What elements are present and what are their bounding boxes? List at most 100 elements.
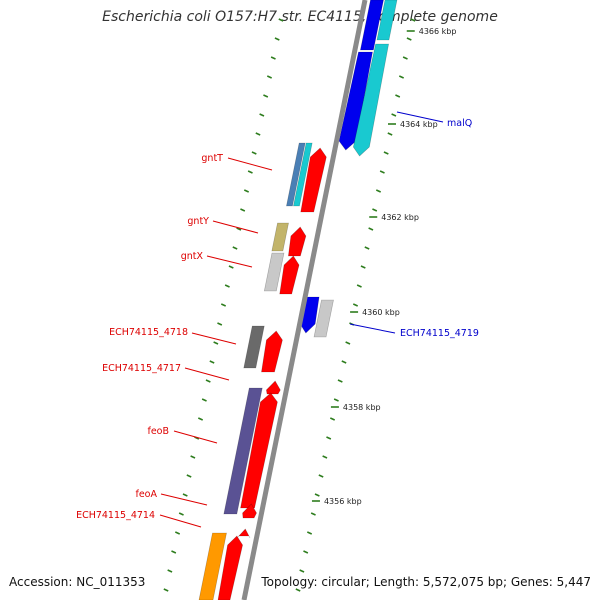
gene-label: gntX — [181, 251, 204, 262]
gene-label: malQ — [447, 118, 472, 129]
genome-backbone — [241, 0, 368, 600]
scale-tick — [209, 360, 215, 364]
gene-features — [198, 0, 398, 600]
scale-tick — [368, 227, 374, 231]
gene-label: ECH74115_4718 — [109, 327, 188, 338]
gene-label: feoB — [147, 426, 169, 437]
gene-feature-ech74115-4718-red — [261, 330, 283, 373]
scale-tick — [259, 113, 265, 117]
scale-tick — [251, 151, 257, 155]
label-leader-line — [206, 255, 253, 268]
scale-tick — [232, 246, 238, 250]
scale-tick — [303, 550, 309, 554]
label-leader-line — [184, 367, 230, 381]
scale-tick — [310, 512, 316, 516]
scale-tick — [322, 455, 328, 459]
kbp-label: 4362 kbp — [381, 213, 419, 222]
genome-stats-label: Topology: circular; Length: 5,572,075 bp… — [261, 575, 591, 589]
scale-tick — [299, 569, 305, 573]
gene-feature-orange — [198, 532, 227, 600]
gene-feature-gntx-red — [279, 255, 300, 295]
scale-tick — [228, 265, 234, 269]
scale-tick — [318, 474, 324, 478]
scale-tick — [205, 379, 211, 383]
scale-tick — [263, 94, 269, 98]
gene-feature-gntt-a — [286, 142, 306, 207]
gene-feature-feob-slate — [223, 387, 263, 515]
gene-feature-gntx — [263, 252, 285, 292]
scale-tick — [243, 189, 250, 193]
gene-label: ECH74115_4719 — [400, 328, 479, 339]
gene-feature-gntt-c — [300, 147, 327, 213]
gene-feature-red-bottom — [217, 535, 243, 600]
scale-tick — [213, 341, 219, 345]
scale-tick — [278, 18, 284, 22]
gene-feature-gray-reverse — [313, 299, 334, 338]
scale-tick — [410, 18, 416, 22]
gene-feature-cyan-top — [376, 0, 398, 41]
scale-tick — [182, 493, 188, 497]
gene-feature-blue-top — [360, 0, 384, 51]
inner-tick-marks — [163, 18, 284, 592]
gene-feature-cyan — [353, 43, 389, 157]
label-leader-line — [396, 111, 444, 123]
scale-tick — [364, 246, 370, 250]
label-leader-line — [349, 323, 396, 334]
scale-tick — [201, 398, 207, 402]
scale-tick — [345, 341, 351, 345]
gene-label: gntT — [201, 153, 223, 164]
gene-feature-gntt-b — [293, 142, 313, 207]
kbp-scale: 4356 kbp 4358 kbp 4360 kbp 4362 kbp 4364 kbp… — [311, 27, 457, 506]
gene-feature-ech74115-4718 — [243, 325, 265, 369]
scale-tick — [341, 360, 347, 364]
gene-label-leaders — [159, 111, 444, 528]
gene-feature-malq — [338, 51, 373, 151]
scale-tick — [247, 170, 253, 174]
kbp-label: 4364 kbp — [400, 120, 438, 129]
gene-label: ECH74115_4717 — [102, 363, 181, 374]
scale-tick — [337, 379, 343, 383]
scale-tick — [171, 550, 177, 554]
scale-tick — [217, 322, 223, 326]
scale-tick — [274, 37, 280, 41]
scale-tick — [329, 417, 336, 421]
scale-tick — [306, 531, 313, 535]
gene-feature-gnty — [271, 222, 289, 252]
gene-feature-ech74115-4717 — [266, 380, 281, 395]
scale-tick — [391, 113, 397, 117]
scale-tick — [255, 132, 261, 136]
scale-tick — [379, 170, 385, 174]
map-title: Escherichia coli O157:H7 str. EC4115, co… — [102, 9, 498, 25]
scale-tick — [402, 56, 408, 60]
scale-tick — [387, 132, 393, 136]
scale-tick — [398, 75, 405, 79]
scale-tick — [270, 56, 276, 60]
scale-tick — [383, 151, 389, 155]
gene-feature-ech74115-4714 — [236, 528, 251, 539]
kbp-label: 4358 kbp — [343, 403, 381, 412]
scale-tick — [352, 303, 359, 307]
label-leader-line — [173, 430, 218, 444]
scale-tick — [360, 265, 366, 269]
gene-feature-feoa — [242, 503, 257, 519]
scale-tick — [406, 37, 412, 41]
scale-tick — [333, 398, 339, 402]
accession-label: Accession: NC_011353 — [9, 575, 146, 589]
label-leader-line — [159, 514, 202, 528]
scale-tick — [314, 493, 320, 497]
gene-label: feoA — [135, 489, 157, 500]
scale-tick — [372, 208, 378, 212]
scale-tick — [174, 531, 181, 535]
scale-tick — [186, 474, 192, 478]
label-leader-line — [160, 493, 208, 506]
scale-tick — [266, 75, 273, 79]
scale-tick — [240, 208, 246, 212]
scale-tick — [375, 189, 382, 193]
scale-tick — [167, 569, 173, 573]
scale-tick — [178, 512, 184, 516]
kbp-label: 4366 kbp — [419, 27, 457, 36]
scale-tick — [197, 417, 204, 421]
scale-tick — [356, 284, 362, 288]
kbp-label: 4356 kbp — [324, 497, 362, 506]
